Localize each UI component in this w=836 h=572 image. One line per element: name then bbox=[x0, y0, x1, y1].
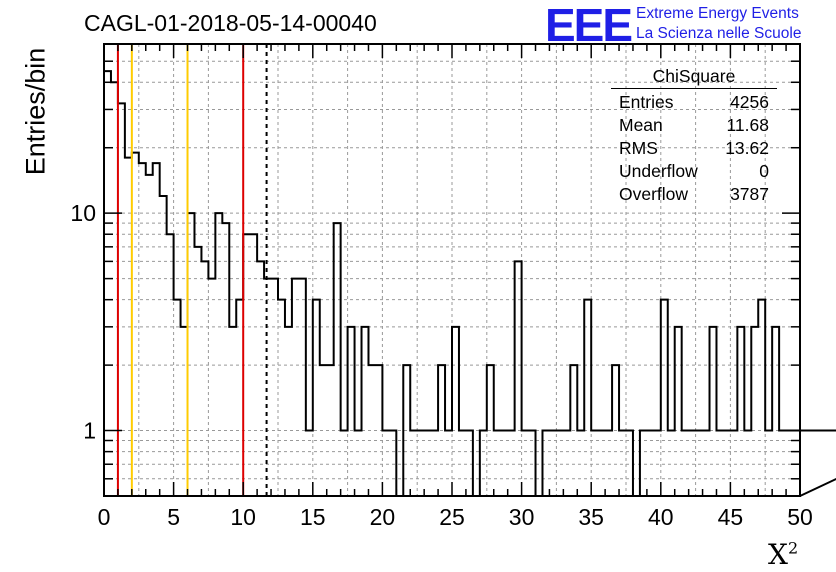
logo-line-1: Extreme Energy Events bbox=[636, 5, 799, 22]
y-tick-label: 10 bbox=[70, 200, 96, 226]
stats-label: Underflow bbox=[619, 161, 698, 181]
stats-title: ChiSquare bbox=[611, 66, 777, 89]
x-axis-label-base: X bbox=[768, 538, 788, 571]
x-axis-label: X2 bbox=[768, 538, 798, 571]
stats-row-overflow: Overflow 3787 bbox=[611, 183, 777, 206]
stats-value: 13.62 bbox=[725, 138, 769, 158]
y-tick-label: 1 bbox=[83, 418, 96, 444]
stats-row-rms: RMS 13.62 bbox=[611, 137, 777, 160]
x-tick-label: 15 bbox=[300, 504, 326, 530]
chart-title: CAGL-01-2018-05-14-00040 bbox=[84, 10, 377, 36]
x-tick-label: 10 bbox=[230, 504, 256, 530]
stats-box: ChiSquare Entries 4256 Mean 11.68 RMS 13.62… bbox=[611, 66, 777, 206]
stats-label: Entries bbox=[619, 92, 674, 112]
stats-value: 11.68 bbox=[726, 115, 770, 135]
x-tick-label: 25 bbox=[439, 504, 465, 530]
x-tick-label: 45 bbox=[718, 504, 744, 530]
stats-row-mean: Mean 11.68 bbox=[611, 114, 777, 137]
eee-logo: EEE bbox=[545, 0, 633, 51]
x-tick-label: 35 bbox=[578, 504, 604, 530]
stats-label: RMS bbox=[619, 138, 658, 158]
stats-value: 0 bbox=[759, 161, 769, 181]
x-tick-label: 50 bbox=[787, 504, 813, 530]
eee-logo-text: Extreme Energy Events La Scienza nelle S… bbox=[636, 4, 801, 44]
stats-row-entries: Entries 4256 bbox=[611, 91, 777, 114]
y-axis-label: Entries/bin bbox=[20, 47, 51, 176]
stats-label: Overflow bbox=[619, 184, 689, 204]
x-tick-label: 20 bbox=[370, 504, 396, 530]
x-tick-label: 40 bbox=[648, 504, 674, 530]
logo-line-2: La Scienza nelle Scuole bbox=[636, 25, 802, 42]
stats-row-underflow: Underflow 0 bbox=[611, 160, 777, 183]
stats-label: Mean bbox=[619, 115, 663, 135]
x-axis-label-sup: 2 bbox=[787, 538, 799, 558]
stats-value: 3787 bbox=[730, 184, 769, 204]
stats-value: 4256 bbox=[730, 92, 769, 112]
x-tick-label: 0 bbox=[98, 504, 111, 530]
x-tick-label: 30 bbox=[509, 504, 535, 530]
x-tick-label: 5 bbox=[167, 504, 180, 530]
